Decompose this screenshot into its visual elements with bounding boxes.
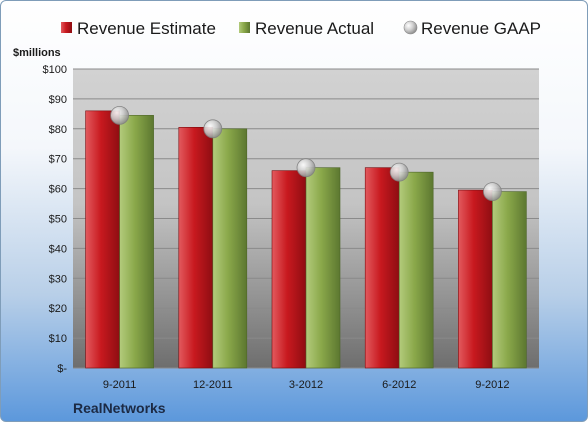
legend-swatch xyxy=(61,22,72,33)
legend-label: Revenue Actual xyxy=(255,19,374,38)
bar-revenue-actual xyxy=(212,128,248,369)
y-tick-label: $- xyxy=(57,363,67,375)
bar-revenue-estimate xyxy=(458,189,493,369)
y-tick-label: $20 xyxy=(49,303,67,315)
bar-revenue-actual xyxy=(119,115,154,369)
bar-revenue-actual xyxy=(305,167,341,369)
y-tick-label: $100 xyxy=(43,64,67,76)
legend-label: Revenue GAAP xyxy=(421,19,541,38)
company-label: RealNetworks xyxy=(73,400,166,416)
gaap-markers xyxy=(110,105,502,201)
bar-revenue-actual xyxy=(398,171,434,369)
y-tick-label: $90 xyxy=(49,94,67,106)
y-tick-label: $60 xyxy=(49,184,67,196)
unit-label: $millions xyxy=(13,47,61,59)
marker-revenue-gaap xyxy=(296,158,316,178)
legend-swatch xyxy=(239,22,250,33)
bars xyxy=(85,110,527,369)
x-tick-label: 3-2012 xyxy=(289,379,323,391)
y-tick-label: $30 xyxy=(49,273,67,285)
legend-label: Revenue Estimate xyxy=(77,19,216,38)
legend: Revenue Estimate Revenue Actual Revenue GA… xyxy=(61,19,541,38)
marker-revenue-gaap xyxy=(203,119,223,139)
bar-revenue-actual xyxy=(492,191,527,369)
x-tick-label: 9-2011 xyxy=(103,379,136,391)
y-tick-label: $70 xyxy=(49,154,67,166)
marker-revenue-gaap xyxy=(389,162,409,182)
bar-revenue-estimate xyxy=(271,170,307,369)
x-tick-label: 9-2012 xyxy=(475,379,509,391)
marker-revenue-gaap xyxy=(482,182,502,201)
x-tick-label: 12-2011 xyxy=(193,379,233,391)
marker-revenue-gaap xyxy=(110,105,129,125)
bar-revenue-estimate xyxy=(364,167,400,369)
x-tick-label: 6-2012 xyxy=(382,379,416,391)
y-tick-label: $50 xyxy=(49,214,67,226)
y-tick-label: $10 xyxy=(49,333,67,345)
y-axis: $- $10 $20 $30 $40 $50 $60 $70 $80 $90 $100 xyxy=(43,64,68,375)
y-tick-label: $40 xyxy=(49,243,67,255)
bar-revenue-estimate xyxy=(85,110,120,369)
x-axis: 9-2011 12-2011 3-2012 6-2012 9-2012 xyxy=(103,379,510,391)
y-tick-label: $80 xyxy=(49,124,67,136)
bar-revenue-estimate xyxy=(178,127,214,369)
legend-swatch xyxy=(403,20,418,35)
